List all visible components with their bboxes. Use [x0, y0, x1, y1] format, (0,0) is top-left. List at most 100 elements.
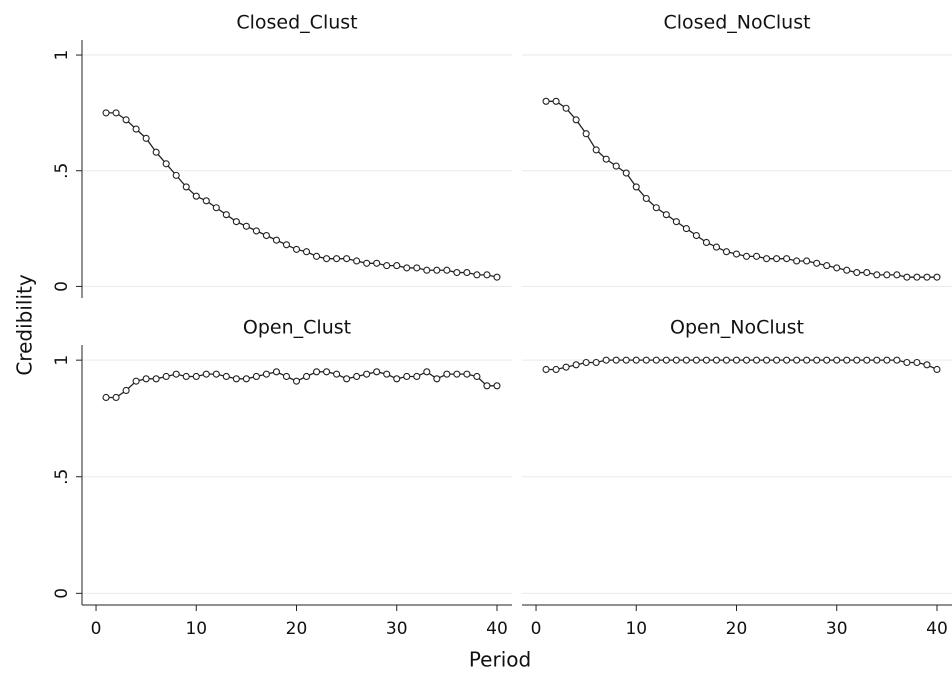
- point: [692, 356, 700, 364]
- point: [692, 231, 700, 240]
- panel-title: Open_NoClust: [670, 317, 804, 339]
- point: [363, 370, 371, 378]
- panel-title: Open_Clust: [243, 317, 351, 339]
- point: [642, 194, 650, 203]
- point: [552, 97, 560, 105]
- x-tick-label: 20: [726, 619, 748, 639]
- point: [793, 356, 801, 364]
- point: [682, 356, 690, 364]
- point: [202, 197, 210, 205]
- point: [162, 160, 170, 168]
- point: [893, 271, 901, 279]
- x-tick-label: 40: [486, 619, 508, 639]
- point: [843, 356, 851, 364]
- point: [333, 255, 341, 263]
- point: [252, 372, 260, 381]
- point: [102, 109, 110, 117]
- point: [463, 268, 471, 277]
- y-tick-label: 0: [52, 281, 72, 292]
- point: [903, 273, 911, 281]
- point: [172, 171, 180, 179]
- point: [232, 375, 240, 383]
- point: [463, 370, 471, 378]
- point: [823, 262, 831, 270]
- point: [572, 116, 580, 124]
- point: [742, 356, 751, 364]
- y-tick-label: 1: [52, 355, 72, 366]
- point: [712, 356, 721, 364]
- point: [823, 356, 831, 364]
- point: [662, 356, 670, 364]
- point: [783, 356, 791, 364]
- point: [612, 162, 620, 170]
- point: [813, 356, 821, 364]
- point: [803, 356, 811, 364]
- point: [373, 368, 381, 376]
- y-tick-label: .5: [52, 469, 72, 485]
- point: [662, 211, 670, 219]
- point: [933, 273, 941, 281]
- point: [652, 356, 660, 364]
- point: [152, 375, 160, 383]
- point: [833, 356, 841, 364]
- point: [282, 241, 291, 249]
- point: [182, 183, 190, 191]
- point: [473, 372, 481, 381]
- point: [763, 356, 771, 364]
- point: [913, 273, 921, 281]
- y-tick-label: 0: [52, 588, 72, 599]
- point: [853, 356, 861, 364]
- point: [483, 271, 491, 279]
- y-tick-label: .5: [52, 163, 72, 179]
- x-tick-label: 10: [625, 619, 647, 639]
- point: [732, 250, 741, 258]
- point: [722, 248, 731, 256]
- panel-title: Closed_NoClust: [663, 12, 810, 34]
- point: [732, 356, 741, 364]
- point: [833, 264, 841, 272]
- x-tick-label: 0: [531, 619, 542, 639]
- x-tick-label: 30: [826, 619, 848, 639]
- point: [853, 268, 861, 277]
- point: [232, 218, 240, 226]
- point: [813, 259, 821, 267]
- point: [712, 243, 721, 251]
- point: [202, 370, 210, 378]
- point: [262, 370, 270, 378]
- point: [162, 372, 170, 381]
- point: [272, 368, 281, 376]
- x-tick-label: 20: [286, 619, 308, 639]
- point: [572, 361, 580, 369]
- point: [403, 264, 411, 272]
- point: [433, 375, 441, 383]
- point: [803, 257, 811, 265]
- y-tick-label: 1: [52, 50, 72, 61]
- point: [312, 368, 321, 376]
- point: [913, 358, 921, 367]
- point: [642, 356, 650, 364]
- point: [393, 375, 401, 383]
- point: [142, 375, 150, 383]
- point: [702, 238, 710, 247]
- point: [353, 372, 361, 381]
- x-axis-label: Period: [469, 648, 531, 672]
- x-tick-label: 10: [185, 619, 207, 639]
- point: [622, 169, 630, 177]
- point: [302, 248, 311, 256]
- point: [903, 358, 911, 367]
- point: [222, 211, 230, 219]
- point: [292, 245, 301, 253]
- point: [552, 365, 560, 374]
- point: [272, 236, 281, 244]
- point: [282, 372, 291, 381]
- point: [393, 262, 401, 270]
- point: [793, 257, 801, 265]
- point: [883, 356, 891, 364]
- point: [893, 356, 901, 364]
- point: [433, 266, 441, 274]
- point: [222, 372, 230, 381]
- series-line: [106, 371, 497, 399]
- point: [453, 370, 461, 378]
- point: [493, 273, 501, 281]
- point: [672, 218, 680, 226]
